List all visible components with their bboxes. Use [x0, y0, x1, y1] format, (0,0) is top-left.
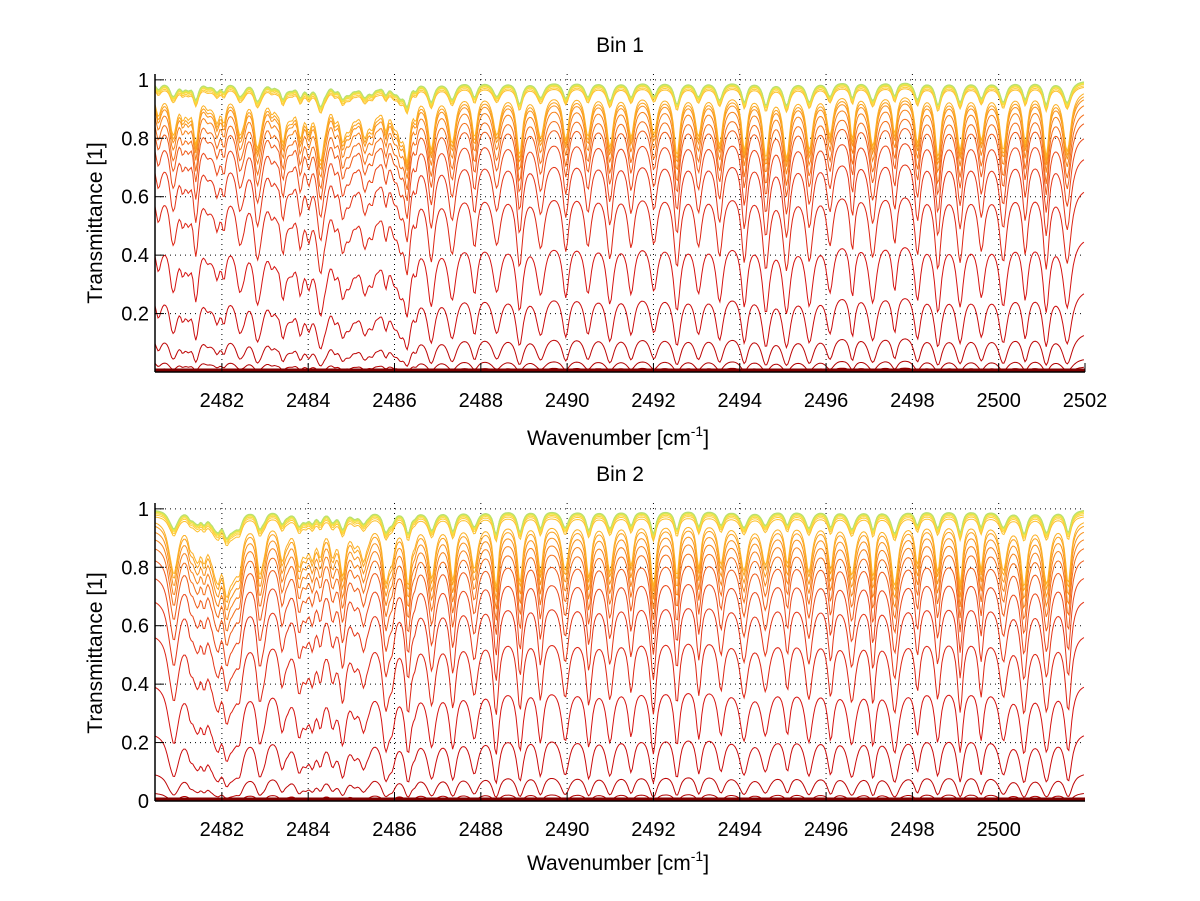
series-line-7 [155, 241, 1085, 318]
series-line-24 [155, 510, 1084, 539]
series-line-8 [155, 191, 1085, 276]
series-line-10 [155, 138, 1085, 219]
y-tick-label: 0 [138, 791, 149, 813]
x-tick-label: 2486 [372, 390, 417, 412]
series-line-13 [155, 105, 1085, 179]
series-line-18 [155, 514, 1084, 544]
series-line-14 [155, 99, 1085, 171]
x-tick-label: 2494 [718, 390, 763, 412]
series-line-9 [155, 159, 1085, 243]
y-tick-label: 0.8 [121, 128, 149, 150]
plot-title: Bin 2 [596, 463, 644, 486]
series-line-24 [155, 81, 1084, 109]
x-tick-label: 2484 [286, 819, 331, 841]
x-tick-label: 2498 [890, 819, 935, 841]
series-line-15 [155, 525, 1085, 603]
series-line-15 [155, 96, 1085, 168]
x-axis-label-superscript: -1 [691, 423, 704, 439]
subplot-bin-1: Bin 1 Wavenumber [cm-1] Transmittance [1… [84, 34, 1107, 450]
x-tick-label: 2502 [1063, 390, 1108, 412]
series-line-19 [155, 84, 1084, 112]
x-tick-label: 2492 [631, 819, 676, 841]
y-axis-label: Transmittance [1] [84, 142, 107, 303]
y-tick-label: 1 [138, 499, 149, 521]
series-line-5 [155, 335, 1085, 367]
y-axis-label: Transmittance [1] [84, 572, 107, 733]
series-line-11 [155, 123, 1085, 202]
x-tick-label: 2496 [804, 390, 849, 412]
y-tick-label: 0.2 [121, 304, 149, 326]
x-axis-label: Wavenumber [cm-1] [527, 848, 709, 875]
x-tick-label: 2486 [372, 819, 417, 841]
series-line-11 [155, 560, 1085, 646]
series-line-16 [155, 93, 1085, 164]
series-line-18 [155, 85, 1084, 114]
x-tick-label: 2494 [718, 819, 763, 841]
y-tick-label: 0.4 [121, 245, 149, 267]
x-tick-label: 2490 [545, 819, 590, 841]
series-line-17 [155, 87, 1084, 116]
y-tick-label: 0.4 [121, 674, 149, 696]
series-line-6 [155, 735, 1085, 788]
y-tick-label: 0.2 [121, 733, 149, 755]
series-group [155, 510, 1085, 801]
series-line-21 [155, 511, 1084, 540]
subplot-bin-2: Bin 2 Wavenumber [cm-1] Transmittance [1… [84, 463, 1085, 875]
series-line-10 [155, 578, 1085, 667]
series-line-12 [155, 114, 1085, 191]
x-tick-label: 2482 [200, 390, 245, 412]
y-tick-label: 0.6 [121, 616, 149, 638]
series-line-16 [155, 522, 1085, 599]
plot-area [155, 74, 1085, 372]
plot-area [155, 503, 1085, 801]
series-line-8 [155, 637, 1085, 725]
x-axis-label-superscript: -1 [691, 848, 704, 864]
series-line-12 [155, 548, 1085, 632]
y-tick-label: 0.8 [121, 557, 149, 579]
y-tick-label: 1 [138, 70, 149, 92]
series-group [155, 81, 1085, 372]
series-line-9 [155, 601, 1085, 692]
x-tick-label: 2484 [286, 390, 331, 412]
series-line-17 [155, 516, 1084, 547]
x-axis-label: Wavenumber [cm-1] [527, 423, 709, 450]
x-tick-label: 2498 [890, 390, 935, 412]
x-tick-label: 2488 [459, 390, 504, 412]
y-tick-label: 0.6 [121, 187, 149, 209]
x-tick-label: 2496 [804, 819, 849, 841]
series-line-5 [155, 774, 1085, 799]
x-tick-label: 2482 [200, 819, 245, 841]
x-tick-label: 2490 [545, 390, 590, 412]
series-line-19 [155, 513, 1084, 542]
x-tick-label: 2500 [976, 390, 1021, 412]
series-line-14 [155, 531, 1085, 611]
plot-title: Bin 1 [596, 34, 644, 57]
series-line-13 [155, 539, 1085, 621]
x-tick-label: 2488 [459, 819, 504, 841]
series-line-7 [155, 686, 1085, 762]
x-tick-label: 2500 [976, 819, 1021, 841]
x-tick-label: 2492 [631, 390, 676, 412]
series-line-6 [155, 293, 1085, 352]
